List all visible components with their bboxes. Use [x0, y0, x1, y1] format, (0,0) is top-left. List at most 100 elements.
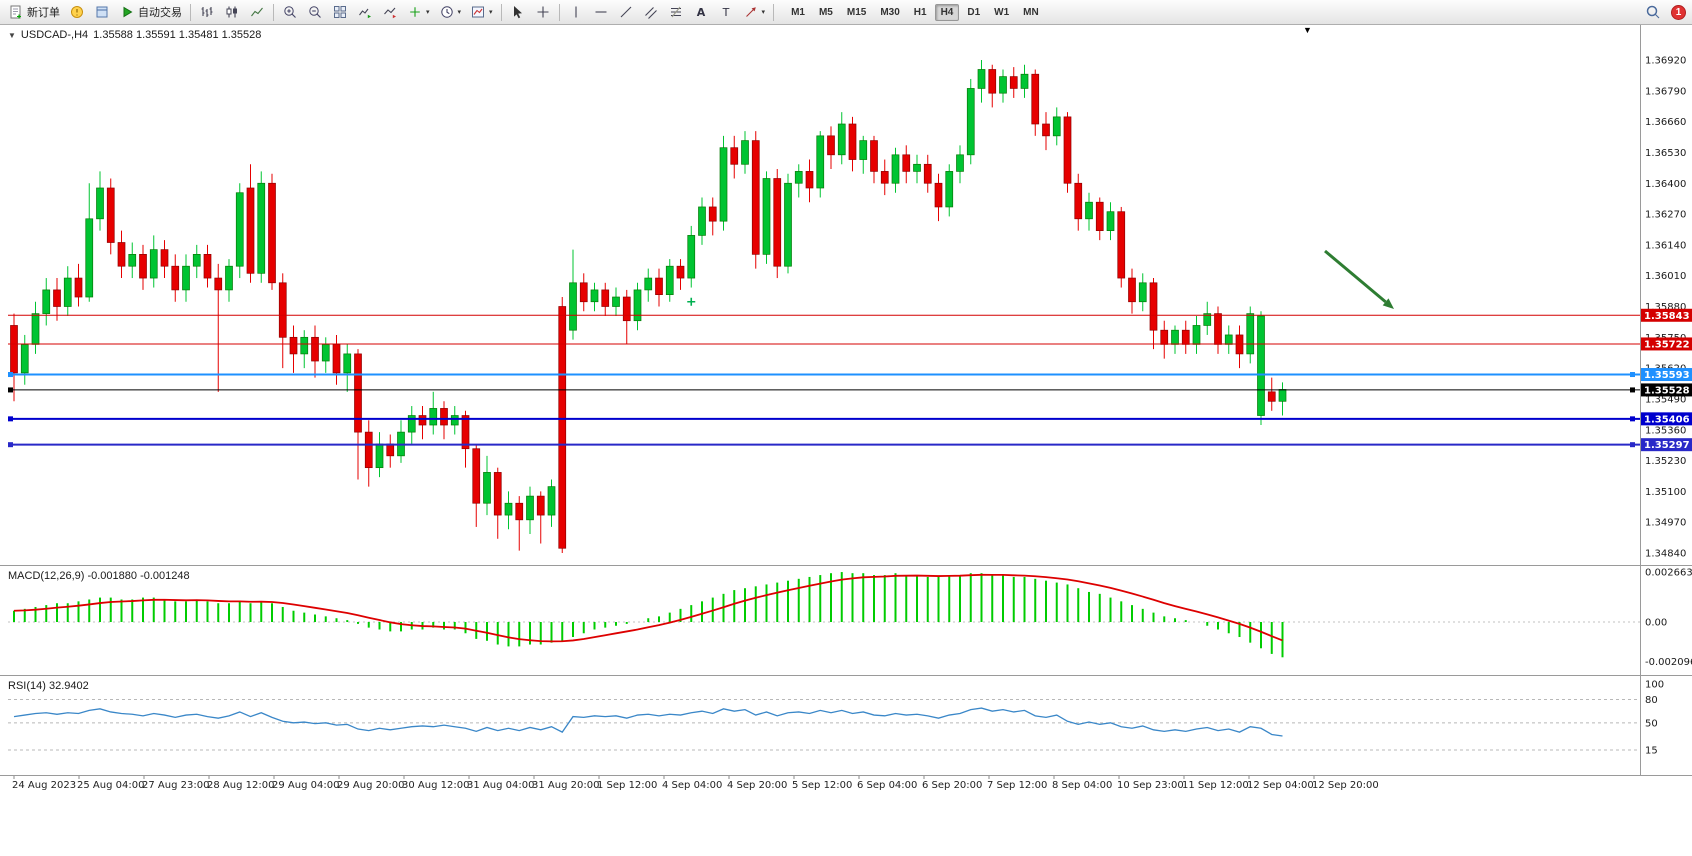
symbol-dropdown-icon[interactable]: ▼ — [8, 30, 16, 40]
timeframe-button-h4[interactable]: H4 — [934, 3, 960, 21]
candle — [1117, 211, 1126, 279]
data-window-button[interactable] — [90, 2, 114, 23]
chevron-down-icon: ▾ — [457, 8, 462, 16]
candle — [246, 187, 255, 274]
timeframe-button-m5[interactable]: M5 — [818, 6, 833, 18]
time-axis-label: 7 Sep 12:00 — [987, 780, 1047, 791]
tile-windows-button[interactable] — [328, 2, 352, 23]
candle — [536, 495, 545, 516]
time-axis-label: 29 Aug 04:00 — [272, 780, 339, 791]
timeframe-button-w1[interactable]: W1 — [994, 6, 1010, 18]
candle — [354, 353, 362, 433]
crosshair-tool-button[interactable] — [531, 2, 555, 23]
price-axis-label: 1.36530 — [1645, 148, 1686, 159]
candle — [784, 182, 792, 267]
macd-label: MACD(12,26,9) -0.001880 -0.001248 — [8, 570, 190, 582]
horizontal-line-tool-button[interactable] — [589, 2, 613, 23]
candle — [1160, 329, 1169, 345]
guide-button[interactable] — [65, 2, 89, 23]
toolbar-separator — [773, 3, 775, 21]
line-chart-button[interactable] — [245, 2, 269, 23]
indicators-button[interactable]: ▾ — [403, 2, 434, 23]
svg-text:1.35406: 1.35406 — [1644, 414, 1690, 425]
auto-scroll-button[interactable] — [353, 2, 377, 23]
periods-button[interactable]: ▾ — [435, 2, 466, 23]
candle — [278, 282, 287, 338]
candle — [1246, 313, 1255, 355]
candle — [171, 265, 180, 291]
text-tool-button[interactable]: A — [689, 2, 713, 23]
auto-trading-button[interactable]: 自动交易 — [115, 2, 186, 23]
candle — [214, 277, 223, 291]
candle — [751, 140, 760, 255]
auto-trading-label: 自动交易 — [138, 7, 182, 19]
candle — [676, 265, 685, 279]
auto-trading-icon — [123, 6, 133, 18]
candle — [622, 296, 631, 322]
timeframe-button-m1[interactable]: M1 — [791, 6, 805, 18]
candle — [429, 408, 438, 426]
candle — [1063, 116, 1072, 184]
candle — [956, 154, 964, 172]
line-handle — [8, 372, 13, 378]
candle — [343, 353, 352, 374]
svg-text:1.35593: 1.35593 — [1644, 370, 1690, 381]
label-tool-button[interactable]: T — [714, 2, 738, 23]
macd-axis-label: -0.002096 — [1645, 657, 1692, 668]
toolbar-separator — [190, 3, 191, 21]
candle — [300, 336, 309, 355]
cursor-tool-button[interactable] — [506, 2, 530, 23]
timeframe-button-mn[interactable]: MN — [1023, 6, 1039, 18]
fibonacci-tool-button[interactable] — [664, 2, 688, 23]
chevron-down-icon: ▾ — [761, 8, 766, 16]
arrow-object-icon — [745, 7, 756, 17]
vertical-line-tool-button[interactable] — [564, 2, 588, 23]
search-icon — [1646, 5, 1660, 19]
candle — [837, 123, 846, 156]
candlestick-chart-button[interactable] — [220, 2, 244, 23]
candle — [805, 171, 814, 189]
chart-shift-button[interactable] — [378, 2, 402, 23]
timeframe-button-h1[interactable]: H1 — [913, 6, 927, 18]
zoom-out-button[interactable] — [303, 2, 327, 23]
chart-header: ▼ USDCAD-,H4 1.35588 1.35591 1.35481 1.3… — [8, 29, 261, 41]
price-axis-label: 1.35360 — [1645, 425, 1686, 436]
timeframe-button-m30[interactable]: M30 — [880, 6, 900, 18]
new-order-button[interactable]: 新订单 — [4, 2, 64, 23]
zoom-in-button[interactable] — [278, 2, 302, 23]
price-chart-canvas[interactable]: 1.36920 1.36790 1.36660 1.36530 1.36400 1.362… — [0, 25, 1692, 856]
price-axis-label: 1.36400 — [1645, 179, 1686, 190]
candle — [289, 336, 298, 355]
bars-chart-button[interactable] — [195, 2, 219, 23]
time-axis-label: 4 Sep 20:00 — [727, 780, 787, 791]
svg-text:1.35528: 1.35528 — [1644, 385, 1690, 396]
search-button[interactable] — [1641, 2, 1665, 23]
channel-tool-button[interactable] — [639, 2, 663, 23]
candle — [590, 289, 599, 303]
candle — [687, 235, 696, 279]
arrows-tool-button[interactable]: ▾ — [739, 2, 770, 23]
candle — [160, 249, 169, 267]
candle — [332, 344, 341, 374]
trendline-tool-button[interactable] — [614, 2, 638, 23]
chart-area[interactable]: 1.36920 1.36790 1.36660 1.36530 1.36400 1.362… — [0, 25, 1692, 856]
candle — [1074, 182, 1083, 220]
toolbar-separator — [500, 3, 502, 21]
time-axis-label: 5 Sep 12:00 — [792, 780, 852, 791]
price-axis-label: 1.34970 — [1645, 518, 1686, 529]
candle — [461, 415, 470, 450]
timeframe-button-d1[interactable]: D1 — [967, 6, 981, 18]
timeframe-button-m15[interactable]: M15 — [846, 6, 867, 18]
new-order-label: 新订单 — [27, 7, 60, 19]
auto-scroll-icon — [359, 8, 371, 19]
candle — [268, 182, 276, 284]
time-axis-label: 31 Aug 04:00 — [467, 780, 534, 791]
candle — [794, 171, 803, 184]
price-tag — [1641, 337, 1692, 351]
candle — [483, 472, 491, 504]
templates-button[interactable]: ▾ — [466, 2, 497, 23]
chart-shift-marker-icon[interactable]: ▼ — [1303, 25, 1312, 35]
candle — [235, 192, 244, 267]
tile-windows-icon — [334, 6, 346, 18]
notification-badge[interactable]: 1 — [1671, 4, 1686, 20]
